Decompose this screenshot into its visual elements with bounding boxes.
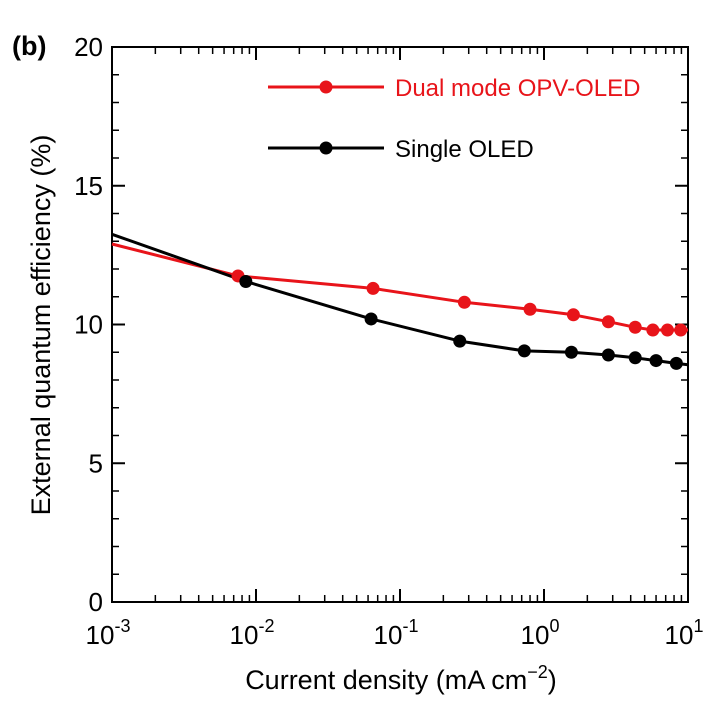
x-tick-label: 10-2 <box>230 616 275 650</box>
series-line-0 <box>111 242 688 332</box>
y-tick-label: 10 <box>74 310 103 340</box>
plot-frame <box>111 46 689 603</box>
y-axis-ticks: 0 5 10 15 20 <box>74 32 688 617</box>
x-tick-label-base: 10 <box>230 620 259 650</box>
legend-label: Single OLED <box>395 136 534 163</box>
data-point <box>628 351 642 365</box>
series-line-1 <box>111 232 689 367</box>
data-point <box>453 334 467 348</box>
y-axis-title: External quantum efficiency (%) <box>26 135 56 516</box>
x-tick-label-exponent: -2 <box>258 616 274 636</box>
data-point <box>239 274 253 288</box>
data-point <box>628 320 642 334</box>
data-point <box>366 281 380 295</box>
panel-label: (b) <box>12 31 46 61</box>
x-tick-label-base: 10 <box>86 620 115 650</box>
y-tick-label: 15 <box>74 171 103 201</box>
x-tick-label-base: 10 <box>374 620 403 650</box>
x-tick-label-base: 10 <box>665 620 694 650</box>
x-tick-label-base: 10 <box>521 620 550 650</box>
x-tick-label-exponent: 0 <box>549 616 559 636</box>
x-tick-label-exponent: -1 <box>402 616 418 636</box>
data-point <box>646 323 660 337</box>
y-tick-label: 5 <box>89 448 103 478</box>
data-point <box>674 323 688 337</box>
legend-label: Dual mode OPV-OLED <box>395 75 640 102</box>
data-point <box>517 344 531 358</box>
data-point <box>457 295 471 309</box>
x-axis-title-exponent: −2 <box>527 662 548 682</box>
x-tick-label: 101 <box>665 616 704 650</box>
x-tick-label-exponent: 1 <box>693 616 703 636</box>
y-tick-label: 0 <box>89 587 103 617</box>
x-tick-label: 100 <box>521 616 560 650</box>
data-point <box>523 302 537 316</box>
data-point <box>660 323 674 337</box>
y-tick-label: 20 <box>74 32 103 62</box>
x-tick-label: 10-1 <box>374 616 419 650</box>
series-lines <box>111 232 689 367</box>
x-tick-label: 10-3 <box>86 616 131 650</box>
data-point <box>601 348 615 362</box>
data-point <box>564 345 578 359</box>
legend-marker <box>319 80 333 94</box>
legend-marker <box>319 141 333 155</box>
x-axis-title: Current density (mA cm−2) <box>245 662 557 695</box>
data-point <box>566 308 580 322</box>
plot-area-border <box>111 46 689 603</box>
legend: Dual mode OPV-OLED Single OLED <box>268 75 640 163</box>
data-point <box>669 356 683 370</box>
data-point <box>601 315 615 329</box>
x-tick-label-exponent: -3 <box>114 616 130 636</box>
data-point <box>364 312 378 326</box>
data-point <box>649 354 663 368</box>
series-points <box>231 269 688 370</box>
x-axis-title-close: ) <box>548 665 557 695</box>
x-axis-ticks: 10-3 10-2 10-1 100 101 <box>86 47 704 650</box>
